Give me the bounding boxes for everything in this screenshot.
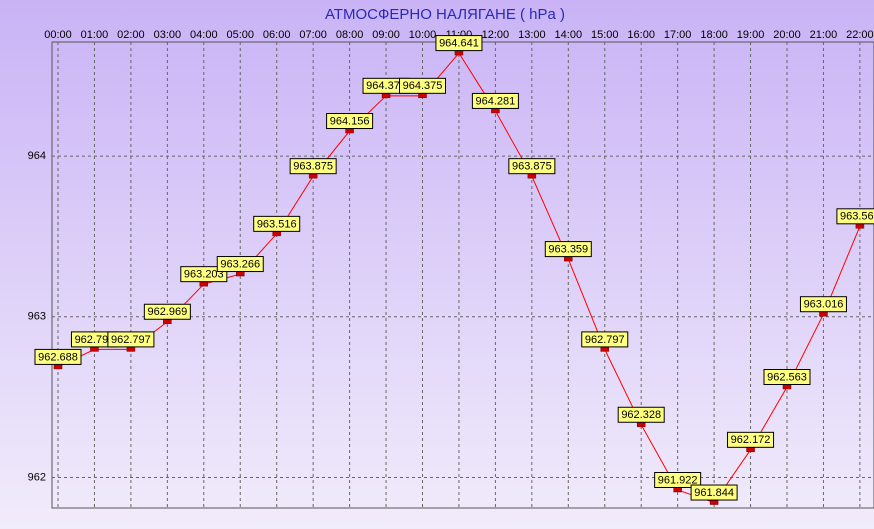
data-label-box — [326, 113, 374, 130]
x-tick-label: 14:00 — [555, 29, 583, 41]
data-label-box — [690, 484, 738, 501]
data-label: 962.172 — [731, 434, 771, 446]
x-tick-label: 17:00 — [664, 29, 692, 41]
data-label: 963.875 — [293, 161, 333, 173]
data-label: 962.969 — [147, 306, 187, 318]
data-label-box — [107, 331, 155, 348]
data-label-box — [836, 208, 874, 225]
data-label: 963.875 — [512, 161, 552, 173]
data-label-box — [763, 369, 811, 386]
x-tick-label: 18:00 — [700, 29, 728, 41]
data-label: 962.688 — [38, 351, 78, 363]
x-tick-label: 08:00 — [336, 29, 364, 41]
x-tick-label: 07:00 — [299, 29, 327, 41]
x-tick-label: 10:00 — [409, 29, 437, 41]
data-label-box — [435, 35, 483, 52]
data-label-box — [617, 406, 665, 423]
data-label-box — [471, 92, 519, 109]
data-label-box — [180, 266, 228, 283]
x-tick-label: 03:00 — [154, 29, 182, 41]
data-label: 963.359 — [548, 243, 588, 255]
x-tick-label: 16:00 — [627, 29, 655, 41]
data-label-box — [508, 158, 556, 175]
y-tick-label: 963 — [28, 311, 46, 323]
data-label: 964.375 — [366, 80, 406, 92]
x-tick-label: 22:00 — [846, 29, 874, 41]
data-label-box — [216, 256, 264, 273]
data-label: 963.266 — [220, 258, 260, 270]
data-label: 963.203 — [184, 269, 224, 281]
data-label: 963.563 — [840, 211, 874, 223]
data-label: 964.281 — [476, 95, 516, 107]
data-label: 962.797 — [585, 334, 625, 346]
data-label-box — [253, 215, 301, 232]
data-label-box — [34, 348, 82, 365]
x-tick-label: 00:00 — [44, 29, 72, 41]
x-tick-label: 13:00 — [518, 29, 546, 41]
x-tick-label: 04:00 — [190, 29, 218, 41]
chart-title: АТМОСФЕРНО НАЛЯГАНЕ ( hPa ) — [325, 6, 565, 23]
x-tick-label: 20:00 — [773, 29, 801, 41]
data-label-box — [581, 331, 629, 348]
x-tick-label: 01:00 — [81, 29, 109, 41]
y-tick-label: 962 — [28, 471, 46, 483]
y-tick-label: 964 — [28, 150, 46, 162]
data-label-box — [399, 77, 446, 94]
data-label-box — [143, 303, 191, 320]
data-label: 964.375 — [403, 80, 443, 92]
x-tick-label: 06:00 — [263, 29, 291, 41]
data-label: 961.922 — [658, 474, 698, 486]
data-label: 961.844 — [694, 487, 734, 499]
data-label: 962.328 — [621, 409, 661, 421]
data-label: 962.797 — [75, 334, 115, 346]
data-label-box — [799, 296, 847, 313]
data-label: 963.516 — [257, 218, 297, 230]
data-label-box — [289, 158, 337, 175]
data-label: 964.156 — [330, 115, 370, 127]
data-label-box — [727, 431, 775, 448]
x-tick-label: 19:00 — [737, 29, 765, 41]
data-label: 963.016 — [804, 299, 844, 311]
x-tick-label: 21:00 — [810, 29, 838, 41]
x-tick-label: 12:00 — [482, 29, 510, 41]
x-tick-label: 15:00 — [591, 29, 619, 41]
x-tick-label: 05:00 — [226, 29, 254, 41]
data-label: 964.641 — [439, 37, 479, 49]
x-tick-label: 09:00 — [372, 29, 400, 41]
data-label: 962.563 — [767, 371, 807, 383]
data-label-box — [654, 472, 702, 489]
x-tick-label: 02:00 — [117, 29, 145, 41]
data-label: 962.797 — [111, 334, 151, 346]
data-label-box — [544, 241, 592, 258]
